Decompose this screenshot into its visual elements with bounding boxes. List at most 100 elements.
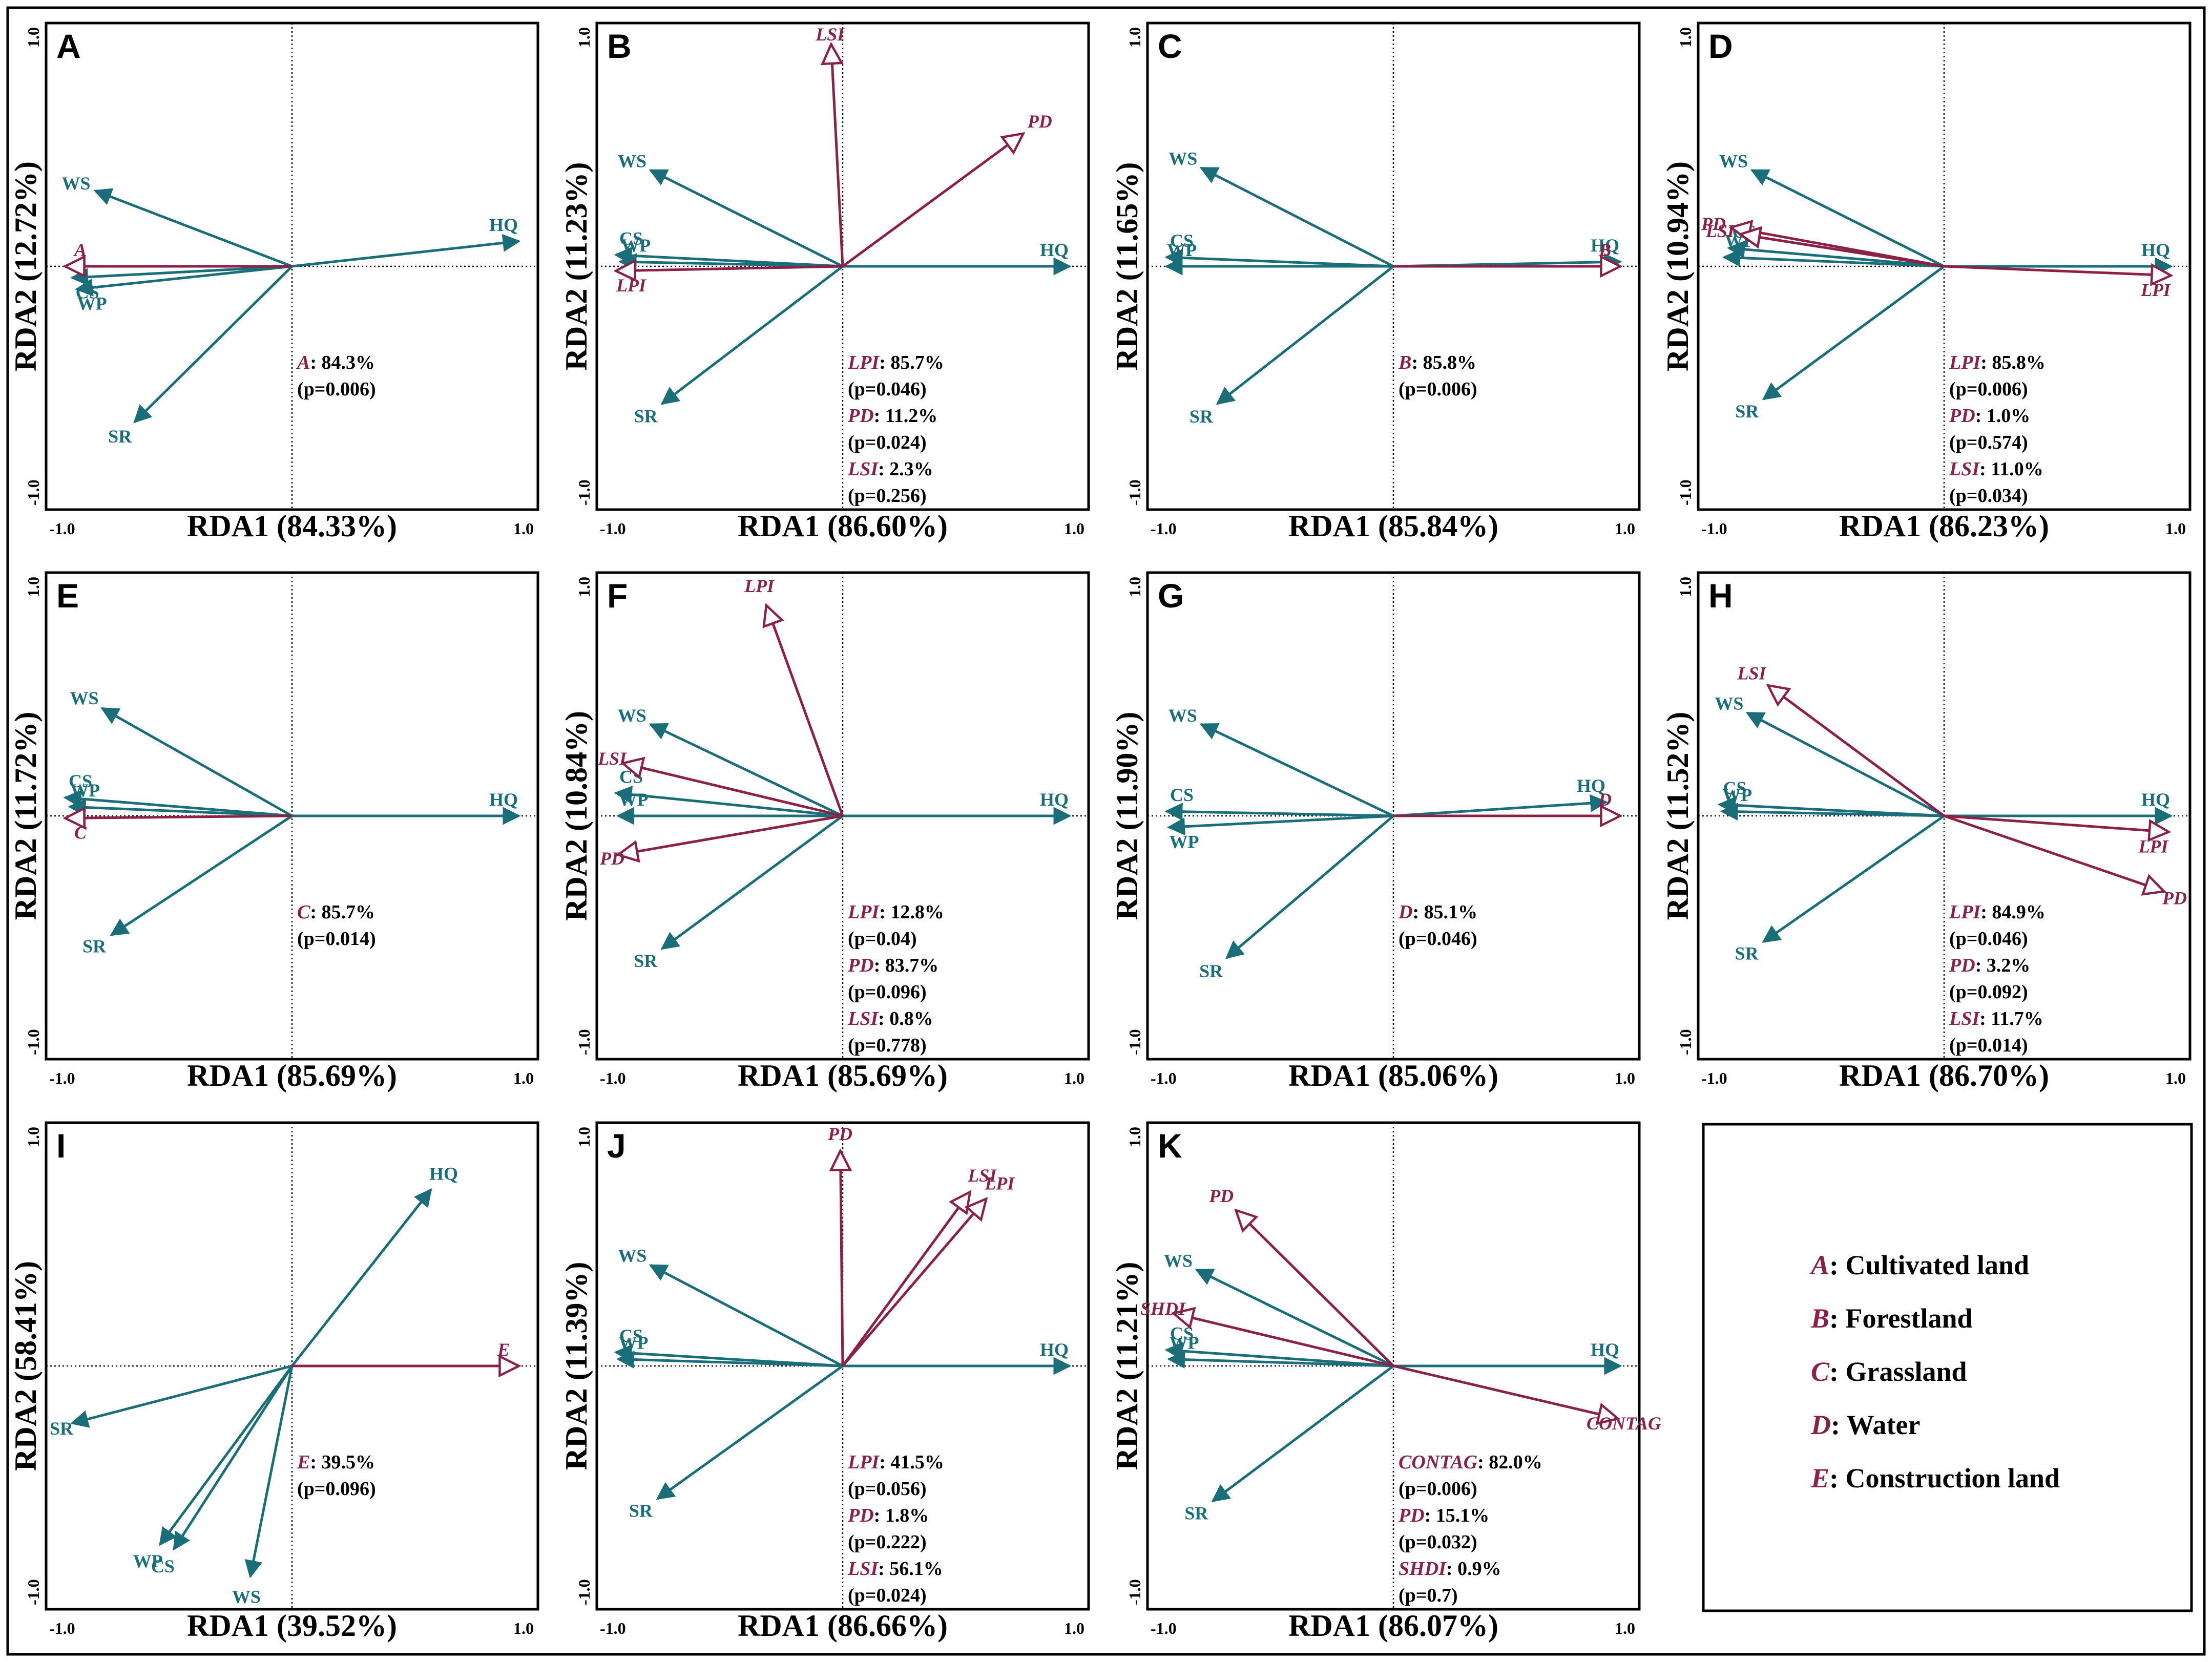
response-arrow-ws <box>93 188 293 268</box>
y-tick-label: 1.0 <box>575 27 593 48</box>
y-tick-label: -1.0 <box>1676 479 1695 506</box>
response-arrow-cs <box>1164 1342 1394 1368</box>
y-axis-title: RDA2 (58.41%) <box>9 1261 43 1471</box>
stat-line: B: 85.8% <box>1398 352 1476 373</box>
response-label-ws: WS <box>70 688 99 708</box>
response-label-wp: WP <box>621 235 651 256</box>
stat-line: LPI: 84.9% <box>1949 901 2046 923</box>
y-tick-label: -1.0 <box>24 1579 43 1605</box>
y-axis-title: RDA2 (11.90%) <box>1110 712 1144 920</box>
explanatory-label-e: E <box>497 1339 510 1360</box>
panel-letter: K <box>1158 1127 1182 1165</box>
response-label-hq: HQ <box>1040 789 1069 810</box>
explanatory-arrow-pd <box>840 1151 843 1366</box>
response-arrow-sr <box>660 814 844 950</box>
response-arrow-cs <box>614 786 843 817</box>
response-arrow-cs <box>1164 248 1394 268</box>
stat-name: LPI <box>847 901 880 923</box>
response-arrow-ws <box>649 169 844 268</box>
explanatory-arrow-lpi <box>616 266 843 271</box>
panel-e: E -1.0 1.0 1.0 -1.0 RDA1 (85.69%) RDA2 (11.72%… <box>9 571 539 1092</box>
response-label-hq: HQ <box>489 789 518 810</box>
panel-j: J -1.0 1.0 1.0 -1.0 RDA1 (86.66%) RDA2 (11.39%… <box>559 1121 1090 1643</box>
explanatory-label-b: B <box>1598 240 1611 260</box>
response-label-ws: WS <box>618 705 646 726</box>
y-axis-title: RDA2 (11.52%) <box>1661 712 1695 920</box>
x-axis-title: RDA1 (86.07%) <box>1288 1609 1498 1643</box>
response-arrow-wp <box>616 1351 843 1369</box>
legend-item-c: C: Grassland <box>1811 1356 1967 1387</box>
x-tick-label: -1.0 <box>600 519 626 538</box>
legend-key: C <box>1811 1356 1830 1387</box>
explanatory-label-pd: PD <box>599 848 624 869</box>
stat-value: : 3.2% <box>1975 955 2031 976</box>
response-arrow-sr <box>660 265 844 405</box>
stat-pvalue: (p=0.222) <box>848 1531 927 1553</box>
stat-line: PD: 1.0% <box>1949 405 2030 427</box>
stat-value: : 1.0% <box>1975 405 2031 427</box>
explanatory-arrow-shdi <box>1174 1313 1394 1368</box>
stat-pvalue: (p=0.014) <box>1949 1035 2028 1056</box>
legend-key: D <box>1810 1409 1831 1440</box>
response-label-ws: WS <box>61 173 90 194</box>
response-label-cs: CS <box>619 1326 643 1346</box>
response-label-hq: HQ <box>429 1163 458 1184</box>
stat-name: PD <box>1949 405 1975 427</box>
stat-value: : 39.5% <box>310 1451 375 1473</box>
x-tick-label: 1.0 <box>513 519 534 538</box>
panel-letter: J <box>607 1127 626 1165</box>
panel-d: D -1.0 1.0 1.0 -1.0 RDA1 (86.23%) RDA2 (10.94%… <box>1661 22 2192 543</box>
panel-letter: H <box>1708 577 1733 615</box>
legend-item-e: E: Construction land <box>1810 1463 2060 1493</box>
legend-key: A <box>1809 1250 1829 1280</box>
panel-b: B -1.0 1.0 1.0 -1.0 RDA1 (86.60%) RDA2 (11.23%… <box>559 22 1090 543</box>
response-label-hq: HQ <box>1591 235 1619 256</box>
explanatory-arrow-c <box>65 816 293 818</box>
explanatory-arrow-lpi <box>766 605 844 816</box>
response-arrow-wp <box>1167 814 1394 836</box>
response-arrow-ws <box>649 723 844 817</box>
x-tick-label: -1.0 <box>49 1619 75 1637</box>
explanatory-label-lsi: LSI <box>967 1165 997 1186</box>
response-arrow-ws <box>100 707 293 817</box>
response-arrow-sr <box>656 1364 844 1500</box>
explanatory-arrow-lsi <box>841 1192 970 1367</box>
x-axis-title: RDA1 (84.33%) <box>187 509 397 543</box>
explanatory-arrow-pd <box>1236 1210 1394 1367</box>
response-arrow-cs <box>173 1365 294 1551</box>
outer-frame <box>6 6 2206 1656</box>
y-tick-label: 1.0 <box>24 27 43 48</box>
stat-pvalue: (p=0.046) <box>1399 928 1477 950</box>
stat-value: : 15.1% <box>1425 1505 1490 1526</box>
response-label-ws: WS <box>1164 1251 1193 1271</box>
response-label-wp: WP <box>1722 785 1752 805</box>
stat-name: LSI <box>847 1008 879 1029</box>
x-tick-label: -1.0 <box>1151 519 1177 538</box>
response-arrow-hq <box>1393 794 1609 817</box>
stat-name: PD <box>847 955 874 976</box>
stat-line: PD: 1.8% <box>847 1505 929 1526</box>
response-arrow-wp <box>1167 1351 1394 1369</box>
response-arrow-sr <box>133 265 293 424</box>
stat-line: LPI: 85.8% <box>1949 352 2046 373</box>
explanatory-arrow-lsi <box>1740 234 1945 268</box>
stat-pvalue: (p=0.034) <box>1949 485 2028 507</box>
explanatory-label-shdi: SHDI <box>1140 1298 1186 1319</box>
explanatory-label-lsi: LSI <box>597 748 628 769</box>
x-axis-title: RDA1 (86.23%) <box>1839 509 2049 543</box>
response-label-ws: WS <box>618 151 646 171</box>
panel-letter: B <box>607 27 632 65</box>
legend-item-b: B: Forestland <box>1810 1303 1973 1334</box>
panels-group: A -1.0 1.0 1.0 -1.0 RDA1 (84.33%) RDA2 (12.72%… <box>9 22 2192 1643</box>
stat-pvalue: (p=0.032) <box>1399 1531 1477 1553</box>
response-arrow-cs <box>1164 803 1394 821</box>
response-arrow-sr <box>1211 1364 1394 1502</box>
response-label-hq: HQ <box>1577 775 1605 796</box>
stat-pvalue: (p=0.006) <box>297 378 376 400</box>
response-arrow-sr <box>70 1364 293 1428</box>
panel-a: A -1.0 1.0 1.0 -1.0 RDA1 (84.33%) RDA2 (12.72%… <box>9 22 539 543</box>
response-label-wp: WP <box>619 789 649 810</box>
response-label-sr: SR <box>108 426 132 447</box>
